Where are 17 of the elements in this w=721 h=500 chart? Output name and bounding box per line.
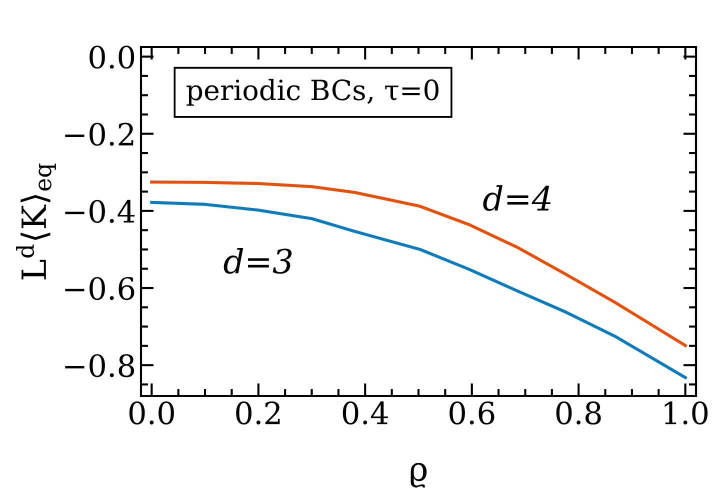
x-tick-label: 0.4	[342, 401, 388, 425]
line-series	[150, 180, 687, 348]
x-axis-title: ϱ	[410, 462, 427, 488]
x-tick-label: 0.2	[236, 401, 280, 425]
y-tick-label: −0.8	[65, 354, 134, 378]
y-tick-label: 0.0	[90, 46, 134, 69]
series-label: d=4	[483, 185, 551, 211]
y-tick-label: −0.4	[65, 200, 135, 223]
series-label: d=3	[224, 248, 292, 274]
x-tick-label: 0.0	[129, 401, 174, 425]
y-tick-label: −0.6	[65, 276, 134, 300]
x-tick-label: 0.6	[450, 401, 494, 425]
y-axis-title: L$^{d}$⟨K⟩$_{eq}$	[16, 164, 56, 280]
x-tick-label: 1.0	[664, 401, 708, 425]
x-tick-label: 0.8	[556, 401, 601, 425]
y-tick-label: −0.2	[65, 122, 134, 146]
annotation: periodic BCs, τ=0	[186, 78, 438, 106]
